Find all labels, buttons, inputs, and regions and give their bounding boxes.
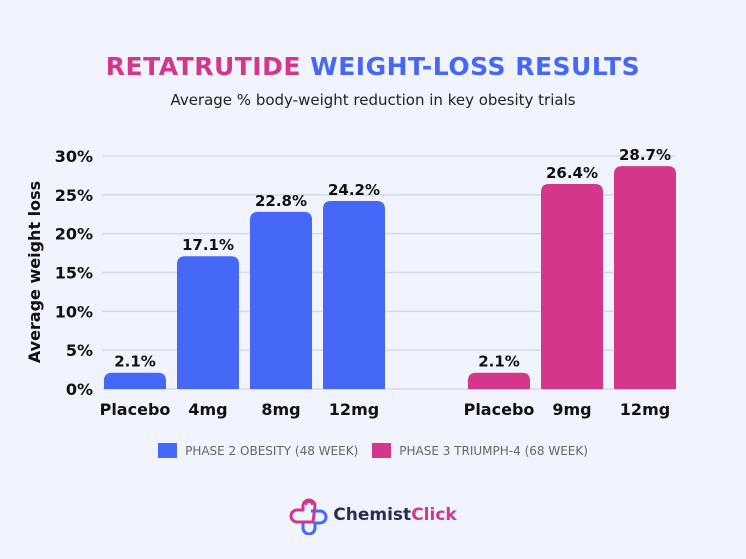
y-tick-label: 15% [55, 264, 93, 283]
x-tick-label: 12mg [620, 400, 670, 419]
x-tick-label: 12mg [329, 400, 379, 419]
bar-phase3-12mg [614, 166, 676, 389]
data-label: 17.1% [182, 236, 234, 254]
y-tick-label: 30% [55, 147, 93, 166]
data-labels: 2.1% 17.1% 22.8% 24.2% 2.1% 26.4% 28.7% [114, 146, 671, 371]
x-axis-ticks: Placebo 4mg 8mg 12mg Placebo 9mg 12mg [100, 400, 671, 419]
x-tick-label: 8mg [261, 400, 300, 419]
title-part-2: WEIGHT-LOSS RESULTS [310, 52, 641, 81]
brand-name: ChemistClick [333, 505, 456, 525]
legend-swatch-phase3 [372, 443, 392, 458]
data-label: 22.8% [255, 192, 307, 210]
x-tick-label: Placebo [464, 400, 535, 419]
data-label: 2.1% [114, 353, 156, 371]
y-tick-label: 0% [66, 380, 93, 399]
x-tick-label: 4mg [188, 400, 227, 419]
bars [104, 166, 676, 389]
bar-phase2-12mg [323, 201, 385, 389]
y-tick-label: 25% [55, 186, 93, 205]
y-axis-label: Average weight loss [25, 181, 44, 363]
bar-phase3-9mg [541, 183, 603, 389]
legend: PHASE 2 OBESITY (48 WEEK) PHASE 3 TRIUMP… [0, 443, 746, 458]
heart-cross-logo-icon [289, 498, 328, 535]
y-axis-ticks: 0% 5% 10% 15% 20% 25% 30% [55, 147, 93, 399]
y-tick-label: 20% [55, 225, 93, 244]
y-tick-label: 10% [55, 302, 93, 321]
data-label: 26.4% [546, 164, 598, 182]
brand-name-part2: Click [411, 505, 457, 525]
x-tick-label: Placebo [100, 400, 171, 419]
chart-title: RETATRUTIDE WEIGHT-LOSS RESULTS [0, 52, 746, 81]
title-part-1: RETATRUTIDE [105, 52, 301, 81]
bar-phase2-4mg [177, 256, 239, 389]
legend-swatch-phase2 [158, 443, 178, 458]
y-tick-label: 5% [66, 341, 93, 360]
legend-item-phase3[interactable]: PHASE 3 TRIUMPH-4 (68 WEEK) [372, 443, 588, 458]
bar-phase3-placebo [468, 372, 530, 389]
data-label: 2.1% [478, 353, 520, 371]
data-label: 28.7% [619, 146, 671, 164]
legend-label-phase3: PHASE 3 TRIUMPH-4 (68 WEEK) [399, 443, 588, 458]
legend-item-phase2[interactable]: PHASE 2 OBESITY (48 WEEK) [158, 443, 358, 458]
bar-chart: 0%5%10%15%20%25%30% Average weight loss … [25, 146, 676, 419]
legend-label-phase2: PHASE 2 OBESITY (48 WEEK) [185, 443, 359, 458]
brand-logo: ChemistClick [0, 495, 746, 535]
bar-phase2-placebo [104, 372, 166, 389]
data-label: 24.2% [328, 181, 380, 199]
x-tick-label: 9mg [552, 400, 591, 419]
chart-subtitle: Average % body-weight reduction in key o… [170, 91, 576, 109]
bar-phase2-8mg [250, 211, 312, 389]
brand-name-part1: Chemist [333, 505, 412, 525]
